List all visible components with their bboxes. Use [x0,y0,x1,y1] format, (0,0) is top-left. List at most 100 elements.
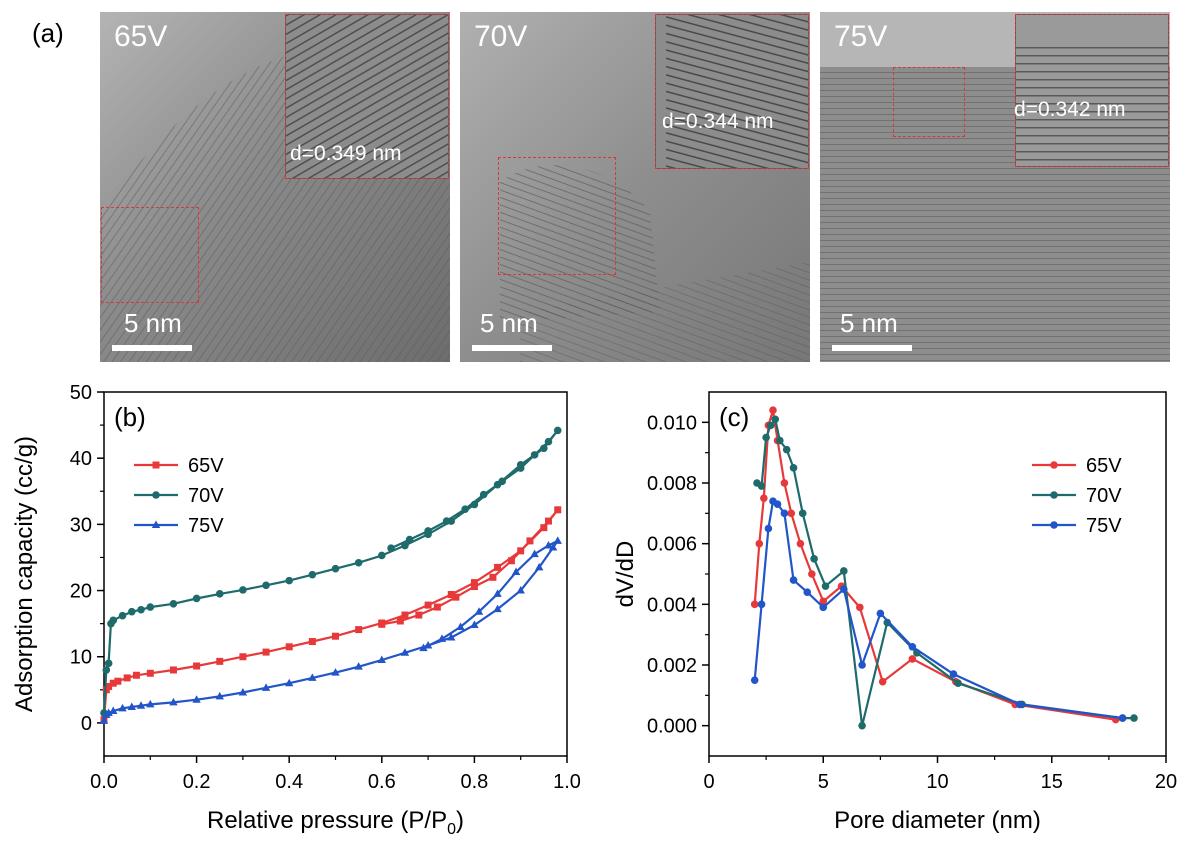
x-axis-label: Relative pressure (P/P0) [207,807,464,838]
data-point [498,477,506,486]
legend-item-70V: 70V [134,485,224,507]
data-point [803,588,812,596]
y-tick-label: 30 [70,514,92,536]
data-point [810,555,818,563]
data-point [755,539,764,548]
data-point [137,605,145,614]
data-point [169,666,177,674]
data-point [415,611,423,619]
data-point [530,451,539,459]
data-point [118,703,127,712]
data-point [109,616,118,625]
data-point [540,524,548,532]
data-point [433,603,441,611]
data-point [424,601,432,609]
data-point [493,604,502,613]
legend-item-65V: 65V [134,455,224,477]
data-point [780,509,789,518]
data-point [308,673,317,681]
data-point [146,603,155,611]
inset-zoom-65v [285,14,449,179]
data-point [548,543,558,551]
legend-marker [152,491,160,499]
y-tick-label: 10 [70,647,92,669]
data-point [511,567,521,576]
data-point [331,668,340,676]
legend-item-65V: 65V [1032,455,1122,477]
data-point [169,697,178,706]
y-tick-label: 50 [70,382,92,404]
data-point [544,517,552,525]
data-point [780,479,789,487]
scale-bar [472,345,552,351]
data-point [285,576,294,585]
x-tick-label: 0.2 [183,771,211,793]
data-point [424,527,432,535]
data-point [789,464,798,472]
legend-marker [152,461,160,469]
panel-label: (b) [114,402,146,432]
data-point [146,699,155,708]
legend-label: 70V [188,485,224,507]
data-point [239,653,247,661]
data-point [908,643,917,651]
data-point [858,661,866,669]
data-point [764,524,773,533]
data-point [105,683,113,691]
data-point [789,576,798,584]
data-point [479,490,488,499]
y-tick-label: 0.010 [647,412,697,434]
data-point [796,539,805,548]
data-point [123,674,131,682]
x-tick-label: 0 [703,771,714,793]
series-70V [100,426,562,717]
data-point [378,620,386,628]
data-point [215,691,224,700]
scale-bar-label: 5 nm [124,308,182,338]
data-point [878,677,887,686]
data-point [489,573,497,581]
data-point [355,626,363,634]
data-point [308,638,316,646]
data-point [470,583,478,591]
series-line [102,539,559,722]
data-point [762,433,770,442]
data-point [1130,714,1138,722]
x-tick-label: 5 [818,771,829,793]
data-point [553,536,562,544]
data-point [193,662,201,670]
data-point [127,607,136,616]
x-axis-label-subscript: 0 [447,821,456,838]
y-axis-label: Adsorption capacity (cc/g) [11,436,38,712]
series-line [753,409,1116,721]
data-point [127,702,136,711]
legend-marker [151,520,161,528]
data-point [387,544,395,552]
voltage-label: 70V [474,20,528,53]
data-point [470,579,478,587]
data-point [773,500,782,509]
panel-label: (c) [719,402,749,432]
legend-marker [1050,521,1058,529]
data-point [102,666,111,674]
scale-bar-label: 5 nm [840,308,898,338]
isotherm-chart: 0.0 0.2 0.4 0.6 0.8 1.0 0 10 20 30 40 50 Relative pr… [11,382,581,838]
data-point [821,582,830,590]
series-65V [100,506,562,724]
data-point [192,594,201,603]
data-point [169,599,178,608]
scale-bar-label: 5 nm [480,308,538,338]
data-point [419,643,428,652]
data-point [526,537,534,545]
data-point [354,662,363,670]
data-point [285,678,294,687]
data-point [954,679,962,687]
roi-box-75v [893,67,965,137]
data-point [840,567,848,575]
data-point [819,597,828,606]
y-tick-label: 0.004 [647,594,697,616]
data-point [856,603,864,612]
data-point [507,557,515,565]
data-point [192,695,201,703]
y-tick-label: 40 [70,448,92,470]
